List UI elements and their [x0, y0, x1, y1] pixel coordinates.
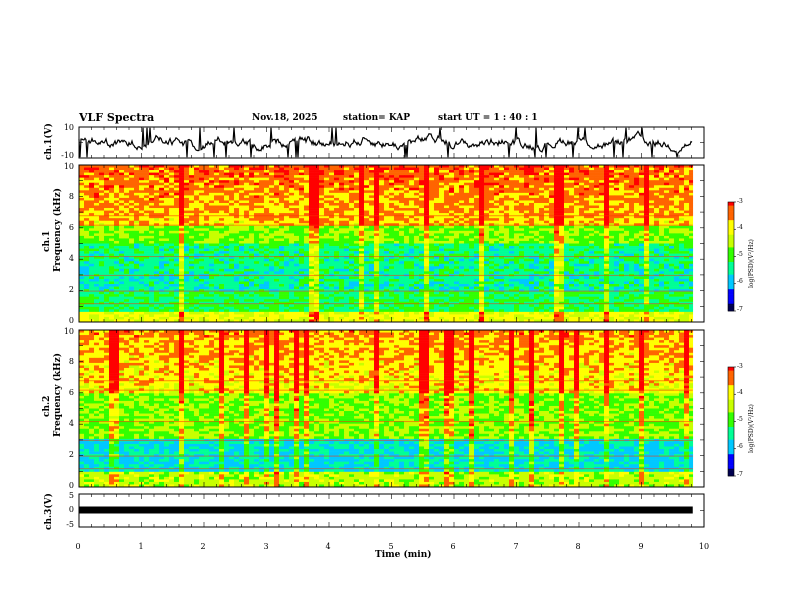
xtick-4: 4 — [325, 542, 331, 551]
cb2-tick-minus6: -6 — [737, 443, 743, 450]
ch3-waveform — [79, 506, 693, 514]
chart-title: VLF Spectra — [79, 111, 155, 124]
date-label: Nov.18, 2025 — [252, 113, 318, 123]
xtick-10: 10 — [698, 542, 710, 551]
ch1-spectrogram — [79, 165, 694, 323]
spec1-ytick-6: 6 — [68, 223, 74, 232]
xtick-0: 0 — [75, 542, 81, 551]
xtick-6: 6 — [450, 542, 456, 551]
spec2-ytick-2: 2 — [68, 450, 74, 459]
ch3-waveform-ylabel: ch.3(V) — [44, 493, 54, 530]
station-label: station= KAP — [343, 113, 411, 123]
ch1-waveform-ylabel: ch.1(V) — [44, 123, 54, 160]
axis-ticks — [78, 126, 705, 528]
spec1-ytick-2: 2 — [68, 285, 74, 294]
ch3-ytick-minus5: -5 — [66, 520, 74, 529]
cb1-tick-minus6: -6 — [737, 278, 743, 285]
ch1-colorbar — [727, 201, 736, 312]
spec2-ytick-0: 0 — [68, 481, 74, 490]
spec1-ytick-10: 10 — [63, 162, 74, 171]
ch1-waveform — [78, 127, 693, 158]
x-axis-label: Time (min) — [375, 550, 432, 560]
ch3-waveform-trace — [79, 506, 693, 514]
ch2-channel-label: ch.2 — [42, 395, 52, 417]
cb2-tick-minus5: -5 — [737, 416, 743, 423]
spec1-ytick-0: 0 — [68, 316, 74, 325]
ch1-waveform-trace — [78, 127, 693, 158]
spec1-ytick-4: 4 — [68, 254, 74, 263]
cb1-tick-minus7: -7 — [737, 306, 743, 313]
ch2-colorbar — [727, 366, 736, 477]
cb1-label: log(PSD)(V²/Hz) — [748, 239, 755, 288]
start-time-label: start UT = 1 : 40 : 1 — [438, 113, 538, 123]
spec2-ytick-8: 8 — [68, 357, 74, 366]
xtick-5: 5 — [388, 542, 394, 551]
cb1-tick-minus4: -4 — [737, 224, 743, 231]
cb2-tick-minus3: -3 — [737, 363, 743, 370]
spec2-ytick-6: 6 — [68, 388, 74, 397]
ch1-channel-label: ch.1 — [42, 230, 52, 252]
spec2-ytick-10: 10 — [63, 327, 74, 336]
xtick-3: 3 — [263, 542, 269, 551]
cb2-tick-minus7: -7 — [737, 471, 743, 478]
xtick-8: 8 — [575, 542, 581, 551]
xtick-2: 2 — [200, 542, 206, 551]
xtick-7: 7 — [513, 542, 519, 551]
xtick-9: 9 — [638, 542, 644, 551]
cb2-label: log(PSD)(V²/Hz) — [748, 404, 755, 453]
cb1-tick-minus3: -3 — [737, 198, 743, 205]
ch3-ytick-5: 5 — [68, 491, 74, 500]
xtick-1: 1 — [138, 542, 144, 551]
ch1-ytick-minus10: -10 — [61, 151, 74, 160]
ch2-spectrogram — [79, 330, 694, 488]
spec1-ytick-8: 8 — [68, 192, 74, 201]
cb2-tick-minus4: -4 — [737, 389, 743, 396]
cb1-tick-minus5: -5 — [737, 251, 743, 258]
spec2-ytick-4: 4 — [68, 419, 74, 428]
ch3-ytick-0: 0 — [68, 505, 74, 514]
ch1-ytick-10: 10 — [63, 123, 74, 132]
